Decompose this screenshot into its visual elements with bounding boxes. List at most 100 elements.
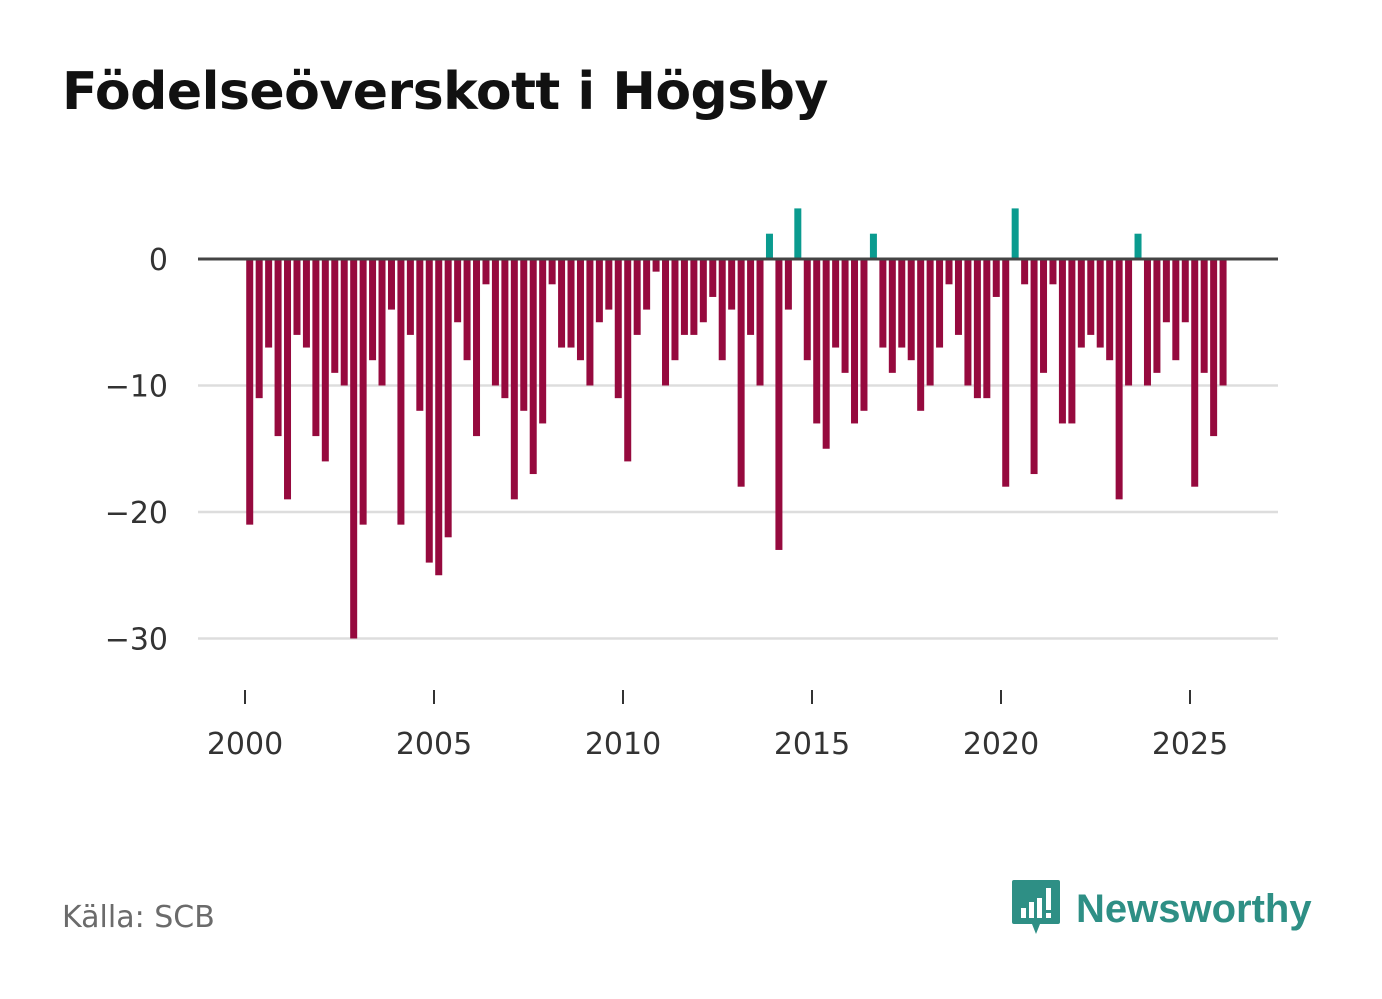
bar [917, 259, 925, 411]
bar [473, 259, 481, 437]
bar [964, 259, 972, 386]
bar [482, 259, 490, 285]
bar [340, 259, 348, 386]
bar [633, 259, 641, 335]
bar [435, 259, 443, 576]
bar [765, 233, 773, 259]
bar [1181, 259, 1189, 323]
bar [973, 259, 981, 399]
bar [1058, 259, 1066, 424]
x-tick-label: 2000 [207, 727, 283, 762]
bar [548, 259, 556, 285]
bar [387, 259, 395, 310]
bar [539, 259, 547, 424]
bar [709, 259, 717, 297]
bar [491, 259, 499, 386]
bar [529, 259, 537, 475]
bar [1172, 259, 1180, 361]
bar [605, 259, 613, 310]
bar [1021, 259, 1029, 285]
bar [747, 259, 755, 335]
bar [1011, 208, 1019, 259]
bar [558, 259, 566, 348]
bar [274, 259, 282, 437]
y-tick-label: 0 [149, 243, 168, 278]
bar [1096, 259, 1104, 348]
bar [1077, 259, 1085, 348]
bar [699, 259, 707, 323]
bar [794, 208, 802, 259]
chart-title: Födelseöverskott i Högsby [62, 62, 828, 122]
bar [454, 259, 462, 323]
y-tick-label: −30 [105, 623, 168, 658]
bar [1030, 259, 1038, 475]
y-tick-label: −10 [105, 370, 168, 405]
bar [643, 259, 651, 310]
bar [265, 259, 273, 348]
bar [255, 259, 263, 399]
bar [567, 259, 575, 348]
bar [1153, 259, 1161, 373]
bar [463, 259, 471, 361]
bar [397, 259, 405, 525]
bar [907, 259, 915, 361]
x-tick-label: 2010 [585, 727, 661, 762]
bar [898, 259, 906, 348]
bar [284, 259, 292, 500]
bar [321, 259, 329, 462]
bar [1002, 259, 1010, 487]
brand: Newsworthy [1010, 878, 1312, 940]
bar [662, 259, 670, 386]
bar [851, 259, 859, 424]
bar [1191, 259, 1199, 487]
bar-chart: 0 −10 −20 −30 2000 2005 2010 2015 2020 2025 [105, 208, 1278, 762]
bar [624, 259, 632, 462]
bar [501, 259, 509, 399]
bar [378, 259, 386, 386]
bar [1125, 259, 1133, 386]
bar [406, 259, 414, 335]
bar [728, 259, 736, 310]
bar [1115, 259, 1123, 500]
bar [822, 259, 830, 449]
bar [416, 259, 424, 411]
bar [1162, 259, 1170, 323]
bar [983, 259, 991, 399]
bar [359, 259, 367, 525]
bar [954, 259, 962, 335]
bar [1219, 259, 1227, 386]
bar [992, 259, 1000, 297]
bar [1040, 259, 1048, 373]
bar [444, 259, 452, 538]
bar [576, 259, 584, 361]
bar [1049, 259, 1057, 285]
x-tick-label: 2025 [1152, 727, 1228, 762]
bar [775, 259, 783, 550]
bar [690, 259, 698, 335]
bar [869, 233, 877, 259]
y-axis: 0 −10 −20 −30 [105, 243, 168, 658]
bar [510, 259, 518, 500]
bar [331, 259, 339, 373]
bar [832, 259, 840, 348]
bar [926, 259, 934, 386]
chat-bar-chart-icon [1012, 880, 1060, 934]
bar [1210, 259, 1218, 437]
bar [888, 259, 896, 373]
x-tick-label: 2005 [396, 727, 472, 762]
bar [945, 259, 953, 285]
bar [520, 259, 528, 411]
bar [293, 259, 301, 335]
bar [936, 259, 944, 348]
bar [369, 259, 377, 361]
bar [671, 259, 679, 361]
bar [312, 259, 320, 437]
bar [614, 259, 622, 399]
bar [756, 259, 764, 386]
bar [1200, 259, 1208, 373]
x-tick-label: 2015 [774, 727, 850, 762]
x-tick-label: 2020 [963, 727, 1039, 762]
bar [737, 259, 745, 487]
bar [246, 259, 254, 525]
bar [803, 259, 811, 361]
